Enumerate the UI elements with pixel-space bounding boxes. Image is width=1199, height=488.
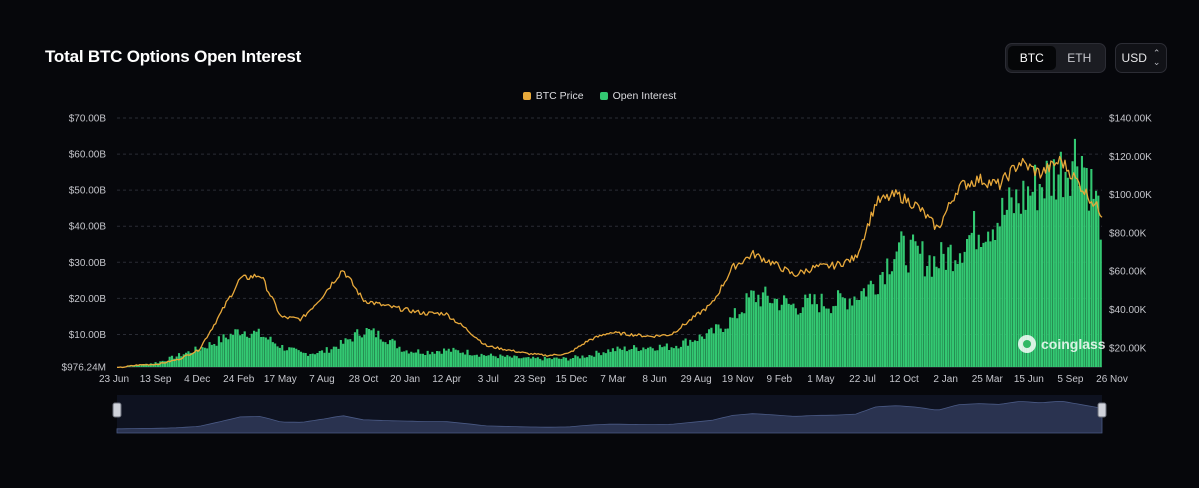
coinglass-logo-icon	[1018, 335, 1036, 353]
btc-price-line	[117, 155, 1103, 369]
watermark-text: coinglass	[1041, 336, 1106, 352]
asset-toggle: BTC ETH	[1005, 43, 1106, 73]
x-tick-label: 9 Feb	[767, 374, 793, 385]
y-left-tick-label: $30.00B	[69, 258, 107, 269]
y-right-tick-label: $40.00K	[1109, 305, 1147, 316]
x-tick-label: 19 Nov	[722, 374, 754, 385]
page-title: Total BTC Options Open Interest	[45, 47, 302, 66]
y-right-tick-label: $100.00K	[1109, 190, 1152, 201]
x-tick-label: 12 Apr	[432, 374, 462, 385]
updown-chevron-icon: ⌃ ⌄	[1152, 48, 1161, 67]
x-tick-label: 28 Oct	[349, 374, 379, 385]
legend-label-open-interest: Open Interest	[612, 90, 677, 102]
x-tick-label: 23 Jun	[99, 374, 129, 385]
y-left-tick-label: $20.00B	[69, 294, 107, 305]
currency-select[interactable]: USD ⌃ ⌄	[1115, 43, 1167, 73]
x-tick-label: 26 Nov	[1096, 374, 1128, 385]
y-left-tick-label: $40.00B	[69, 222, 107, 233]
x-tick-label: 22 Jul	[849, 374, 876, 385]
x-tick-label: 13 Sep	[140, 374, 172, 385]
x-tick-label: 15 Jun	[1014, 374, 1044, 385]
x-tick-label: 7 Mar	[600, 374, 626, 385]
coinglass-watermark: coinglass	[1018, 335, 1106, 353]
x-tick-label: 20 Jan	[390, 374, 420, 385]
x-tick-label: 8 Jun	[642, 374, 666, 385]
tab-btc[interactable]: BTC	[1008, 46, 1056, 70]
navigator-left-handle[interactable]	[112, 402, 122, 418]
x-tick-label: 12 Oct	[889, 374, 919, 385]
legend-item-btc-price[interactable]: BTC Price	[522, 90, 584, 102]
x-tick-label: 1 May	[807, 374, 834, 385]
currency-value: USD	[1121, 51, 1147, 65]
x-tick-label: 23 Sep	[514, 374, 546, 385]
y-left-tick-label: $60.00B	[69, 150, 107, 161]
y-left-tick-label: $70.00B	[69, 114, 107, 125]
x-tick-label: 7 Aug	[309, 374, 335, 385]
x-tick-label: 5 Sep	[1057, 374, 1084, 385]
x-tick-label: 24 Feb	[223, 374, 255, 385]
y-left-tick-label: $50.00B	[69, 186, 107, 197]
y-right-tick-label: $140.00K	[1109, 114, 1152, 125]
chart-legend: BTC Price Open Interest	[0, 90, 1199, 102]
navigator-series	[116, 401, 1103, 434]
x-tick-label: 3 Jul	[478, 374, 499, 385]
tab-eth[interactable]: ETH	[1067, 51, 1092, 65]
x-tick-label: 17 May	[264, 374, 297, 385]
y-right-tick-label: $80.00K	[1109, 228, 1147, 239]
y-left-tick-label: $10.00B	[69, 330, 107, 341]
legend-swatch-open-interest	[599, 92, 608, 100]
x-tick-label: 15 Dec	[556, 374, 588, 385]
y-left-tick-label: $976.24M	[62, 362, 106, 373]
legend-swatch-btc-price	[522, 92, 531, 100]
y-right-tick-label: $120.00K	[1109, 152, 1152, 163]
legend-label-btc-price: BTC Price	[535, 90, 584, 102]
y-right-tick-label: $60.00K	[1109, 267, 1147, 278]
y-right-tick-label: $20.00K	[1109, 343, 1147, 354]
x-tick-label: 29 Aug	[681, 374, 712, 385]
x-tick-label: 4 Dec	[184, 374, 210, 385]
x-tick-label: 2 Jan	[933, 374, 957, 385]
legend-item-open-interest[interactable]: Open Interest	[599, 90, 677, 102]
navigator-right-handle[interactable]	[1097, 402, 1107, 418]
x-tick-label: 25 Mar	[972, 374, 1004, 385]
